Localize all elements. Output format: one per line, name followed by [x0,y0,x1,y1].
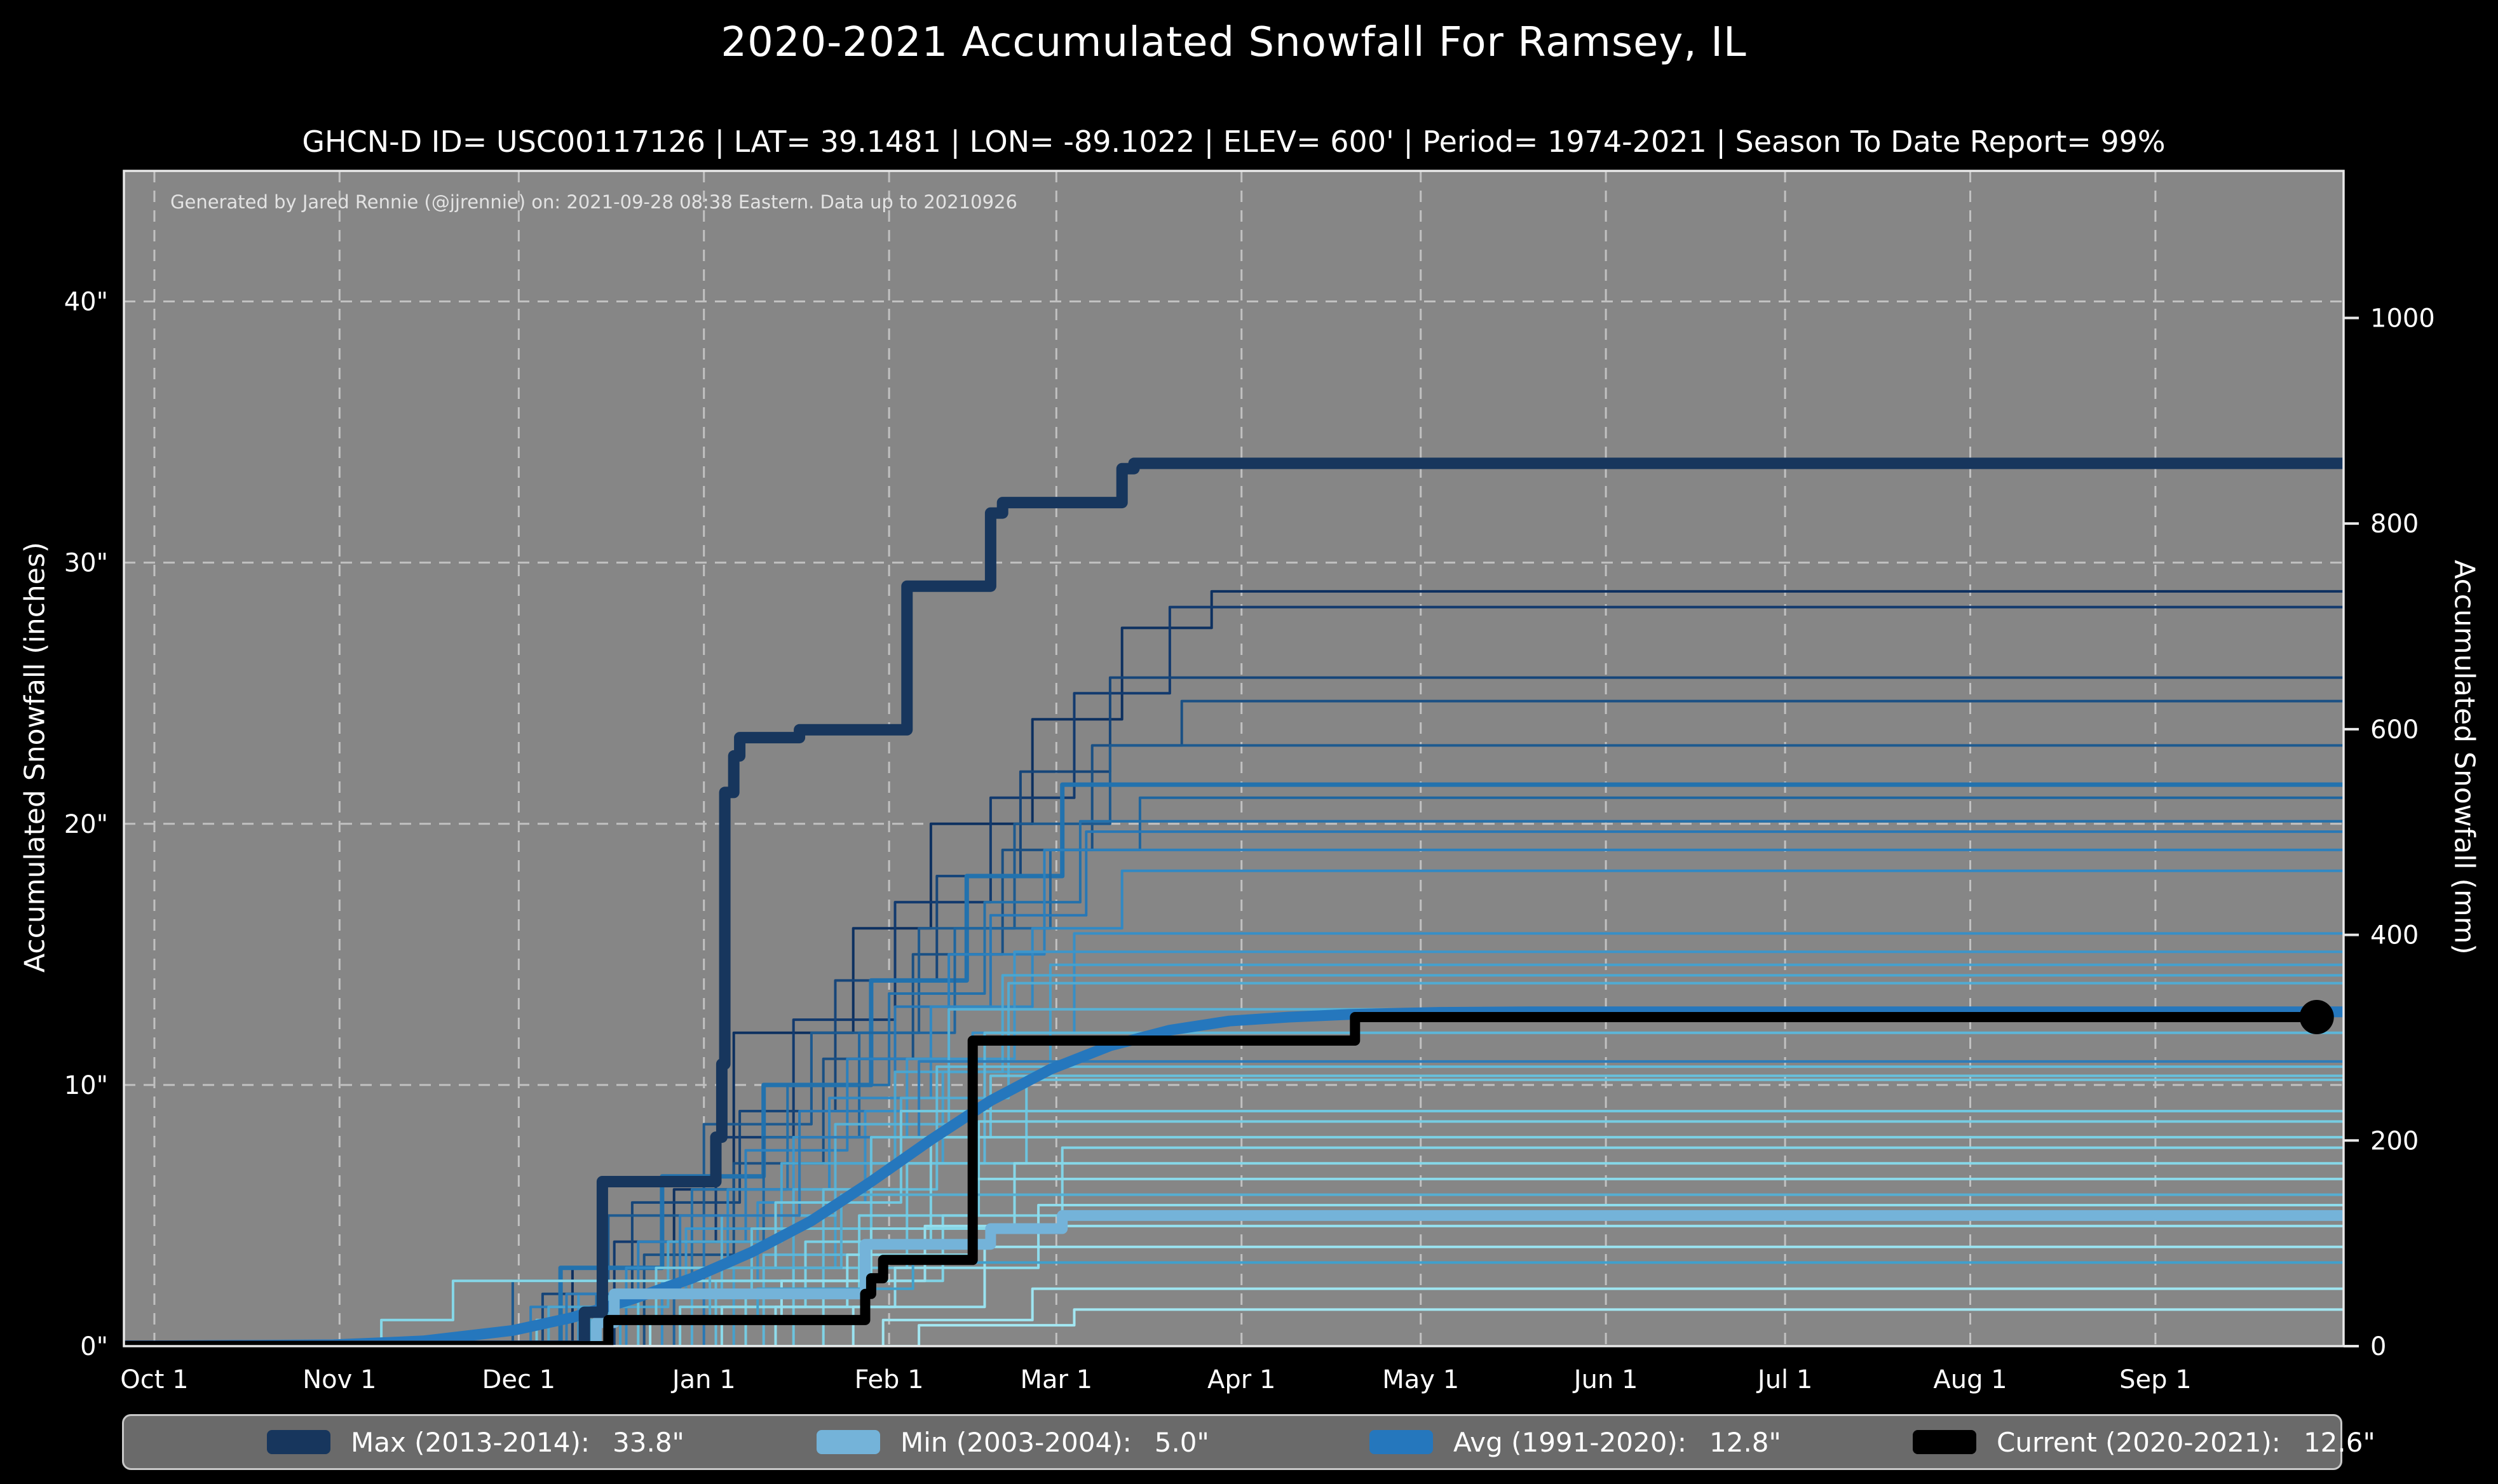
background-season-line-9 [124,848,2344,1346]
background-season-line-31 [124,1245,2344,1346]
legend-label-current: Current (2020-2021): [1997,1426,2281,1458]
legend-item-current: Current (2020-2021): 12.6" [1913,1416,2375,1468]
legend-value-avg: 12.8" [1709,1426,1781,1458]
y-left-tick-label: 20" [64,810,108,839]
series-line-avg [124,1006,2344,1346]
x-tick-label: Apr 1 [1207,1365,1275,1394]
x-tick-label: May 1 [1382,1365,1459,1394]
x-tick-label: Dec 1 [482,1365,556,1394]
legend-item-min: Min (2003-2004): 5.0" [817,1416,1209,1468]
x-tick-label: Jan 1 [670,1365,736,1394]
y-left-tick-labels: 0" 10" 20" 30" 40" [64,288,108,1361]
legend-item-avg: Avg (1991-2020): 12.8" [1369,1416,1781,1468]
y-left-tick-label: 40" [64,288,108,317]
legend-label-avg: Avg (1991-2020): [1453,1426,1687,1458]
y-right-tick-label: 600 [2370,715,2419,745]
x-axis-tick-labels: Oct 1 Nov 1 Dec 1 Jan 1 Feb 1 Mar 1 Apr 1 May 1… [120,1365,2191,1394]
y-right-tick-label: 400 [2370,921,2419,950]
y-right-tick-label: 1000 [2370,304,2435,333]
x-tick-label: Nov 1 [302,1365,376,1394]
x-tick-label: Mar 1 [1021,1365,1093,1394]
x-tick-label: Jul 1 [1756,1365,1812,1394]
plot-border [123,170,2345,1347]
y-right-tick-labels: 0 200 400 600 800 1000 [2344,304,2435,1361]
legend-swatch-avg [1369,1430,1433,1454]
legend-value-current: 12.6" [2303,1426,2375,1458]
station-subtitle: GHCN-D ID= USC00117126 | LAT= 39.1481 | … [302,125,2166,159]
legend-item-max: Max (2013-2014): 33.8" [267,1416,684,1468]
x-tick-label: Oct 1 [120,1365,188,1394]
current-season-end-dot [2299,1000,2334,1034]
y-left-tick-label: 30" [64,549,108,578]
legend-swatch-current [1913,1430,1976,1454]
y-left-tick-label: 10" [64,1071,108,1100]
legend-value-max: 33.8" [613,1426,684,1458]
series-line-max [124,457,2344,1346]
background-season-line-33 [124,1287,2344,1346]
y-axis-label-inches: Accumulated Snowfall (inches) [18,542,51,973]
legend-swatch-max [267,1430,330,1454]
legend-value-min: 5.0" [1154,1426,1209,1458]
series-line-current [124,1012,2322,1346]
gridlines [124,171,2344,1346]
background-season-line-25 [124,1146,2344,1346]
legend-label-max: Max (2013-2014): [351,1426,590,1458]
page-title: 2020-2021 Accumulated Snowfall For Ramse… [721,19,1747,66]
legend-label-min: Min (2003-2004): [900,1426,1132,1458]
x-tick-label: Aug 1 [1933,1365,2007,1394]
background-season-line-10 [124,869,2344,1346]
x-tick-label: Feb 1 [855,1365,924,1394]
background-season-line-34 [124,1308,2344,1346]
y-right-tick-label: 0 [2370,1332,2386,1361]
y-right-tick-label: 200 [2370,1126,2419,1156]
generated-by-annotation: Generated by Jared Rennie (@jjrennie) on… [170,191,1017,213]
plot-area [124,171,2344,1346]
y-axis-label-mm: Accumulated Snowfall (mm) [2448,560,2481,955]
legend-swatch-min [817,1430,880,1454]
y-left-tick-label: 0" [80,1332,108,1361]
legend: Max (2013-2014): 33.8" Min (2003-2004): … [122,1414,2375,1470]
y-right-tick-label: 800 [2370,509,2419,539]
series-group [124,457,2344,1346]
x-tick-label: Jun 1 [1572,1365,1638,1394]
x-tick-label: Sep 1 [2119,1365,2192,1394]
